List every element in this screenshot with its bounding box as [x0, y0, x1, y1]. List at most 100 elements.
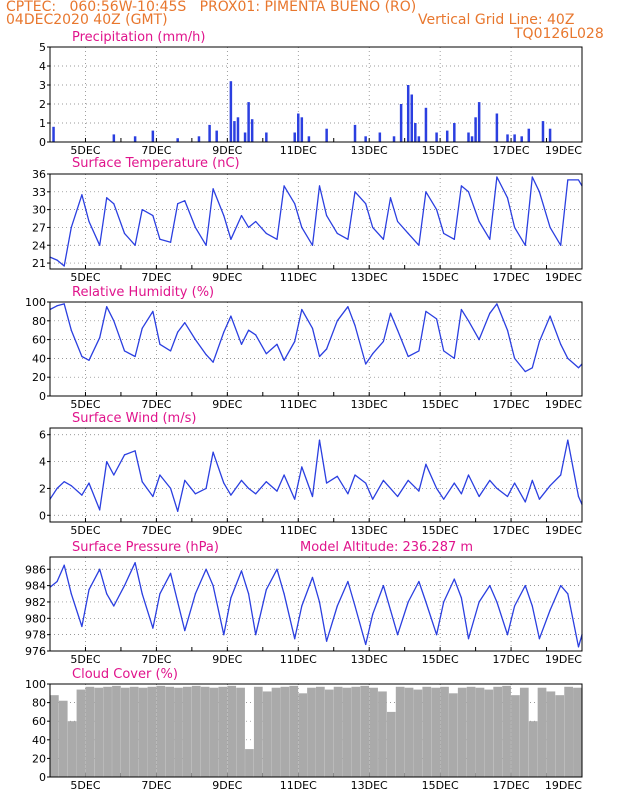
precip-bar	[406, 85, 410, 142]
precip-bar	[151, 130, 155, 142]
data-point	[63, 265, 65, 267]
precip-bar	[307, 136, 311, 142]
cloud-bar	[218, 686, 228, 777]
data-point	[514, 482, 516, 484]
data-point	[567, 179, 569, 181]
x-tick-label: 7DEC	[141, 271, 171, 284]
cloud-bar	[67, 721, 77, 777]
data-point	[230, 238, 232, 240]
data-point	[177, 601, 179, 603]
data-point	[506, 197, 509, 199]
data-point	[283, 593, 285, 595]
x-tick-label: 7DEC	[141, 524, 171, 537]
y-tick-label: 4	[39, 456, 46, 469]
x-tick-label: 9DEC	[212, 779, 242, 792]
data-point	[56, 580, 58, 583]
x-tick-label: 11DEC	[280, 524, 317, 537]
panel-title: Relative Humidity (%)	[72, 285, 214, 300]
data-point	[407, 355, 409, 358]
data-point	[531, 367, 533, 369]
cloud-bar	[555, 695, 565, 777]
data-point	[294, 203, 296, 205]
y-tick-label: 60	[32, 715, 46, 728]
data-point	[230, 494, 232, 496]
data-point	[365, 203, 367, 205]
data-point	[326, 348, 328, 350]
x-tick-label: 5DEC	[70, 271, 100, 284]
data-point	[326, 640, 328, 642]
cloud-bar	[386, 711, 396, 777]
cloud-bar	[165, 686, 174, 777]
cloud-bar	[307, 687, 316, 777]
data-point	[56, 487, 58, 490]
data-point	[240, 343, 243, 345]
x-tick-label: 5DEC	[70, 144, 100, 157]
cloud-bar	[262, 691, 272, 777]
precip-bar	[297, 113, 300, 142]
panel-3: Relative Humidity (%) 0 20 40 60 80 100 5DEC 7DE…	[25, 285, 583, 411]
y-tick-label: 5	[39, 41, 46, 54]
x-tick-label: 15DEC	[422, 144, 459, 157]
data-point	[577, 179, 580, 181]
data-point	[443, 601, 445, 603]
y-tick-label: 20	[32, 371, 46, 384]
data-point	[347, 306, 349, 308]
precip-bar	[495, 113, 499, 142]
panel-2: Surface Temperature (nC) 21 24 27 30 33 36 5DEC…	[32, 156, 583, 284]
data-point	[70, 329, 72, 331]
data-point	[418, 350, 420, 352]
data-point	[152, 214, 154, 217]
data-point	[113, 320, 115, 322]
panel-title: Surface Wind (m/s)	[72, 411, 196, 426]
data-point	[443, 498, 445, 500]
data-point	[326, 482, 328, 484]
data-point	[223, 482, 225, 484]
data-point	[106, 306, 108, 308]
data-point	[435, 634, 438, 636]
x-tick-label: 15DEC	[422, 779, 459, 792]
data-point	[159, 238, 161, 240]
data-point	[318, 601, 321, 603]
data-point	[336, 320, 338, 322]
precip-bar	[215, 130, 218, 142]
data-point	[194, 593, 197, 595]
precip-bar	[445, 130, 449, 142]
cloud-bar	[253, 686, 263, 777]
data-point	[276, 343, 278, 345]
data-point	[56, 305, 58, 307]
data-point	[372, 226, 374, 229]
data-point	[123, 454, 126, 456]
data-point	[318, 439, 321, 441]
data-point	[152, 627, 154, 629]
data-point	[531, 176, 533, 178]
cloud-bar	[324, 689, 334, 777]
x-tick-label: 5DEC	[70, 398, 100, 411]
data-point	[106, 593, 108, 595]
precip-bar	[520, 136, 523, 142]
cloud-bar	[360, 685, 370, 777]
x-tick-label: 9DEC	[212, 653, 242, 666]
data-point	[524, 585, 526, 587]
data-point	[159, 474, 161, 476]
y-tick-label: 982	[25, 596, 46, 609]
data-point	[311, 327, 314, 329]
cloud-bar	[564, 686, 573, 777]
precip-bar	[293, 132, 296, 142]
y-tick-label: 984	[25, 580, 46, 593]
data-point	[212, 188, 214, 190]
data-point	[81, 194, 83, 196]
data-point	[453, 238, 455, 240]
data-point	[255, 634, 257, 636]
data-point	[336, 232, 338, 234]
x-tick-label: 17DEC	[493, 653, 530, 666]
precip-bar	[250, 119, 254, 142]
precip-bar	[392, 136, 396, 142]
precip-bar	[410, 94, 414, 142]
precip-bar	[378, 132, 382, 142]
precip-bar	[541, 121, 545, 142]
data-point	[265, 232, 267, 234]
data-point	[560, 244, 562, 246]
y-tick-label: 30	[32, 204, 46, 217]
data-point	[240, 214, 243, 217]
data-point	[478, 601, 480, 603]
